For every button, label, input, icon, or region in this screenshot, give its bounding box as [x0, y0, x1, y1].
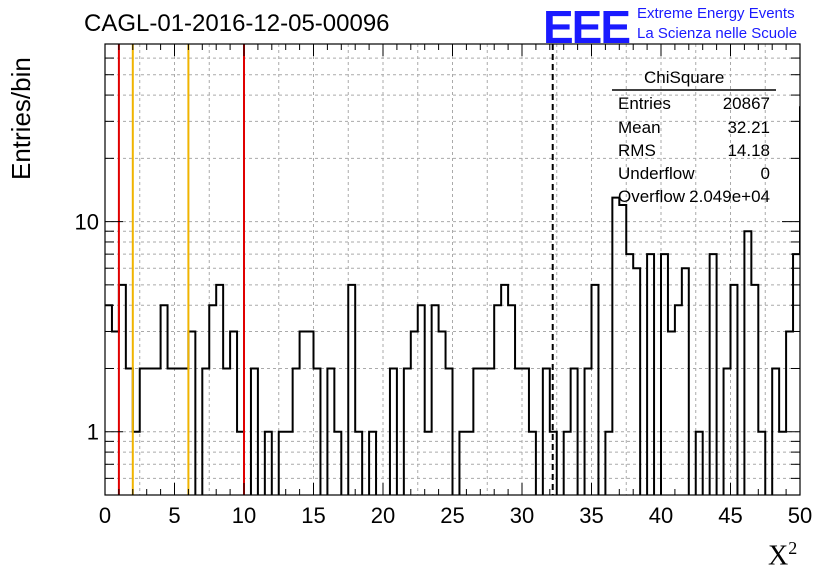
- x-tick-label: 10: [232, 503, 256, 528]
- stat-overflow-label: Overflow: [618, 187, 686, 206]
- y-tick-label: 1: [87, 420, 99, 445]
- logo-line-2: La Scienza nelle Scuole: [637, 25, 798, 42]
- x-tick-label: 15: [301, 503, 325, 528]
- x-tick-label: 5: [168, 503, 180, 528]
- stat-mean-value: 32.21: [727, 118, 770, 137]
- stat-rms-value: 14.18: [727, 141, 770, 160]
- stats-box-title: ChiSquare: [644, 68, 725, 87]
- y-tick-label: 10: [75, 210, 99, 235]
- stat-entries-label: Entries: [618, 94, 671, 113]
- stat-overflow-value: 2.049e+04: [689, 187, 770, 206]
- x-tick-label: 50: [788, 503, 812, 528]
- stat-mean-label: Mean: [618, 118, 661, 137]
- x-tick-label: 0: [99, 503, 111, 528]
- x-tick-label: 40: [649, 503, 673, 528]
- x-tick-label: 20: [371, 503, 395, 528]
- eee-logo: EEE: [543, 1, 631, 53]
- stat-underflow-value: 0: [760, 164, 770, 183]
- logo-line-1: Extreme Energy Events: [637, 5, 795, 22]
- stat-rms-label: RMS: [618, 141, 656, 160]
- x-tick-label: 30: [510, 503, 534, 528]
- stat-underflow-label: Underflow: [618, 164, 695, 183]
- x-tick-label: 35: [579, 503, 603, 528]
- y-axis-label: Entries/bin: [6, 57, 36, 180]
- chart-title: CAGL-01-2016-12-05-00096: [84, 10, 390, 37]
- stat-entries-value: 20867: [722, 94, 770, 113]
- x-tick-label: 45: [718, 503, 742, 528]
- x-tick-label: 25: [440, 503, 464, 528]
- x-axis-label: X2: [768, 538, 798, 572]
